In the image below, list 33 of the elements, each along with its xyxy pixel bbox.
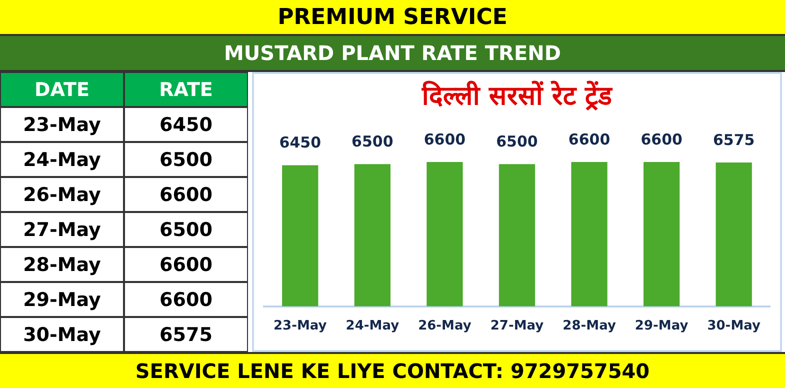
category-label: 24-May	[23, 148, 101, 170]
text: 6500	[160, 218, 212, 240]
data-label: 6600	[568, 130, 610, 148]
x-tick-label: 27-May	[490, 318, 544, 334]
data-label: 6575	[712, 130, 755, 149]
category-label: 28-May	[23, 254, 101, 276]
category-label: 26-May	[23, 184, 101, 206]
category-label: 27-May	[23, 218, 101, 240]
category-label: 23-May	[23, 114, 101, 136]
chart-subtitle: MUSTARD PLANT RATE TREND	[0, 36, 785, 72]
x-tick-label: 29-May	[634, 318, 689, 334]
text: 6600	[160, 288, 212, 310]
x-tick-label: 30-May	[707, 318, 762, 334]
chart-title: दिल्ली सरसों रेट ट्रेंड	[420, 80, 614, 112]
x-tick-label: 24-May	[346, 318, 400, 334]
data-label: 6600	[424, 130, 466, 148]
data-label: 6600	[640, 130, 682, 148]
text: 6575	[160, 324, 212, 346]
text: 6500	[160, 148, 212, 170]
text: 6450	[160, 114, 212, 136]
data-label: 6500	[352, 132, 394, 151]
text: DATE	[0, 72, 124, 107]
text: 6600	[160, 184, 212, 206]
data-label: 6500	[496, 132, 538, 151]
data-label: 6450	[279, 134, 322, 152]
x-tick-label: 26-May	[418, 318, 472, 334]
text: 6600	[160, 254, 212, 276]
text: PREMIUM SERVICE	[0, 0, 785, 36]
x-tick-label: 28-May	[562, 318, 616, 334]
text: RATE	[124, 72, 248, 107]
text: SERVICE LENE KE LIYE CONTACT: 9729757540	[0, 352, 785, 388]
category-label: 29-May	[23, 288, 101, 310]
x-tick-label: 23-May	[274, 318, 328, 334]
